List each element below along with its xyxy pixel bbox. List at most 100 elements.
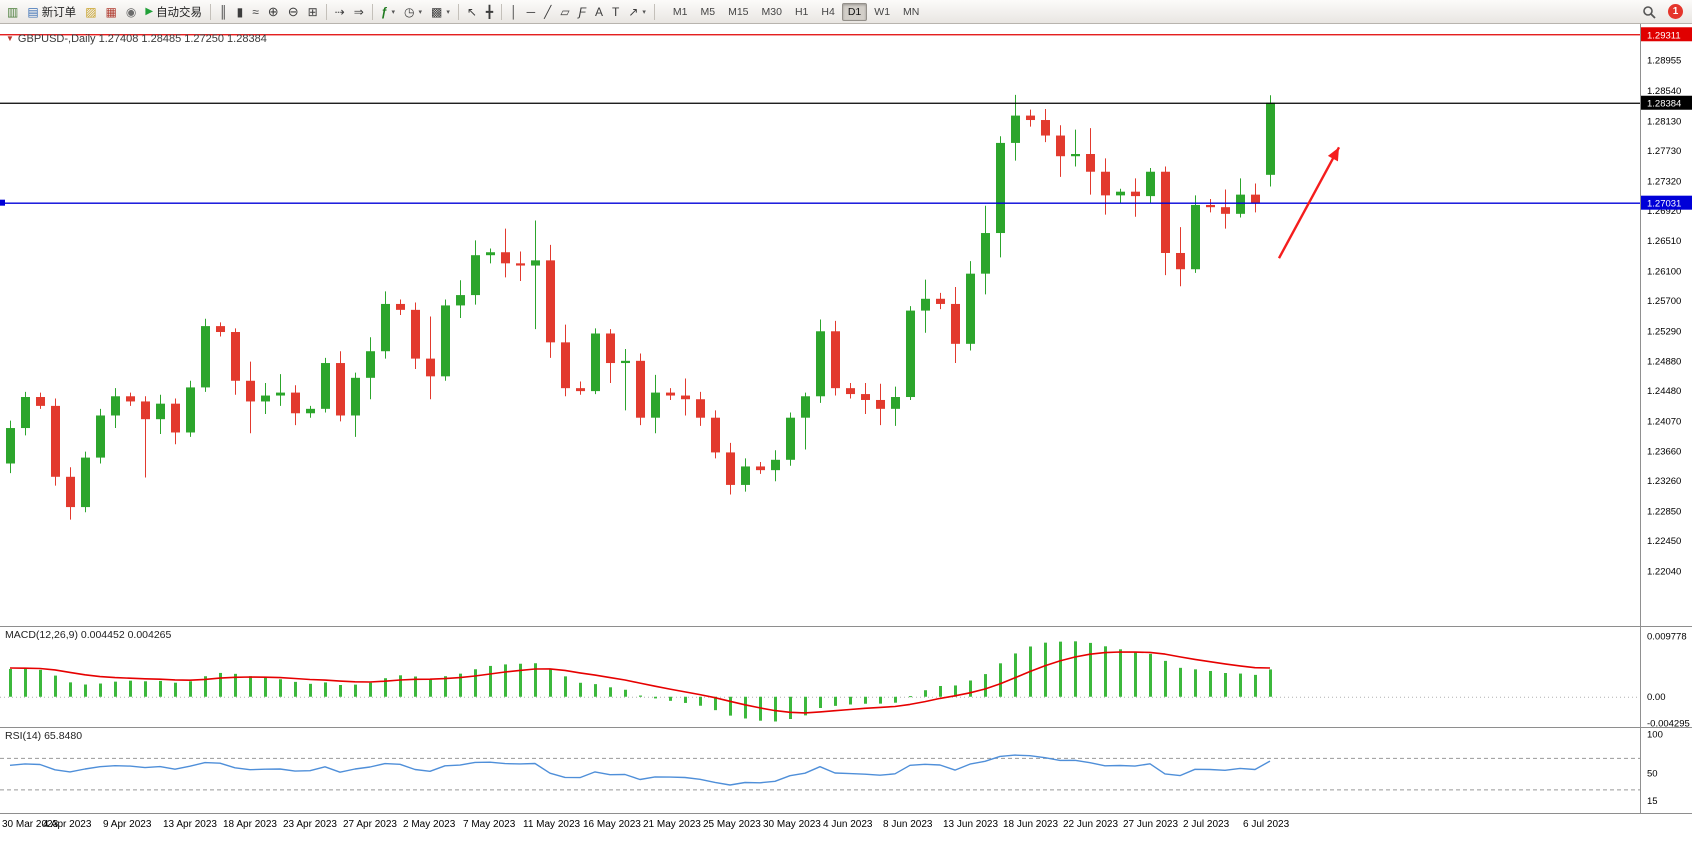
indicators-caret-icon: ▾: [391, 8, 395, 16]
time-axis-label: 27 Apr 2023: [343, 819, 397, 830]
price-chart-canvas[interactable]: 1.28955 1.28540 1.28130 1.27730 1.27320 1.269…: [0, 24, 1692, 626]
timeframe-button-h1[interactable]: H1: [789, 3, 814, 21]
arrows-button[interactable]: ↗ ▾: [624, 2, 650, 22]
macd-chart-canvas[interactable]: 0.009778 0.00 -0.004295: [0, 627, 1692, 727]
timeframe-button-mn[interactable]: MN: [897, 3, 925, 21]
web-community-button[interactable]: ◉: [122, 2, 140, 22]
svg-text:1.28130: 1.28130: [1647, 117, 1681, 128]
time-axis-label: 4 Jun 2023: [823, 819, 873, 830]
metaeditor-icon: ▨: [85, 4, 97, 19]
svg-text:1.29311: 1.29311: [1647, 30, 1681, 41]
time-axis-label: 22 Jun 2023: [1063, 819, 1119, 830]
time-axis-label: 23 Apr 2023: [283, 819, 337, 830]
auto-scroll-icon: ⇢: [334, 4, 345, 19]
zoom-out-button[interactable]: ⊖: [284, 2, 303, 22]
chart-window: 1.28955 1.28540 1.28130 1.27730 1.27320 1.269…: [0, 24, 1692, 845]
price-scale[interactable]: [1640, 24, 1692, 626]
macd-pane: 0.009778 0.00 -0.004295 MACD(12,26,9) 0.00…: [0, 627, 1692, 728]
time-axis-label: 25 May 2023: [703, 819, 761, 830]
toolbar-separator: [457, 3, 459, 20]
vertical-line-button[interactable]: │: [506, 2, 522, 22]
rsi-chart-canvas[interactable]: 100 50 15: [0, 728, 1692, 813]
time-axis-label: 18 Apr 2023: [223, 819, 277, 830]
time-axis-label: 13 Apr 2023: [163, 819, 217, 830]
templates-button[interactable]: ▩ ▾: [427, 2, 454, 22]
time-axis-label: 4 Apr 2023: [43, 819, 92, 830]
toolbar-separator: [210, 3, 212, 20]
auto-trading-label: 自动交易: [156, 6, 203, 19]
vertical-line-icon: │: [510, 4, 518, 19]
text-label-icon: T: [611, 4, 620, 19]
time-axis[interactable]: 30 Mar 2023 4 Apr 2023 9 Apr 2023 13 Apr 20…: [0, 814, 1692, 845]
svg-text:-0.004295: -0.004295: [1647, 718, 1690, 727]
timeframe-button-m30[interactable]: M30: [756, 3, 788, 21]
trendline-button[interactable]: ╱: [540, 2, 555, 22]
time-axis-label: 11 May 2023: [523, 819, 581, 830]
new-order-button[interactable]: ▤ 新订单: [23, 2, 80, 22]
new-chart-button[interactable]: ▥: [3, 2, 22, 22]
chart-title-text: GBPUSD-,Daily 1.27408 1.28485 1.27250 1.…: [17, 33, 267, 45]
timeframe-button-w1[interactable]: W1: [868, 3, 896, 21]
equidistant-channel-button[interactable]: ▱: [556, 2, 573, 22]
crosshair-button[interactable]: ╋: [482, 2, 497, 22]
auto-scroll-button[interactable]: ⇢: [331, 2, 349, 22]
text-label-button[interactable]: T: [608, 2, 623, 22]
svg-text:1.24070: 1.24070: [1647, 416, 1681, 427]
chart-title: ▼ GBPUSD-,Daily 1.27408 1.28485 1.27250 …: [6, 33, 267, 45]
main-toolbar: ▥ ▤ 新订单 ▨ ▦ ◉ ▶ 自动交易 ║ ▮ ≈ ⊕ ⊖ ⊞ ⇢ ⇒ ƒ ▾ ◷ ▾ ▩ ▾ ↖ ╋ │ ─ ╱ ▱ Ƒ A T ↗ ▾ M…: [0, 0, 1692, 24]
cursor-icon: ↖: [466, 4, 477, 19]
fibonacci-button[interactable]: Ƒ: [575, 2, 590, 22]
svg-text:1.25290: 1.25290: [1647, 326, 1681, 337]
timeframe-toolbar: M1 M5 M15 M30 H1 H4 D1 W1 MN: [667, 2, 925, 21]
svg-text:100: 100: [1647, 729, 1663, 740]
timeframe-button-d1[interactable]: D1: [841, 2, 868, 21]
equidistant-channel-icon: ▱: [560, 4, 570, 19]
periods-button[interactable]: ◷ ▾: [400, 2, 426, 22]
price-pane: 1.28955 1.28540 1.28130 1.27730 1.27320 1.269…: [0, 24, 1692, 627]
svg-text:50: 50: [1647, 769, 1658, 780]
timeframe-button-h4[interactable]: H4: [815, 3, 840, 21]
timeframe-button-m15[interactable]: M15: [722, 3, 754, 21]
new-order-icon: ▤: [27, 4, 39, 19]
new-order-label: 新订单: [41, 6, 77, 19]
toolbar-separator: [653, 3, 655, 20]
svg-text:1.27031: 1.27031: [1647, 199, 1681, 210]
toolbar-right-group: 1: [1638, 2, 1689, 22]
svg-text:15: 15: [1647, 796, 1658, 807]
notification-badge[interactable]: 1: [1668, 4, 1683, 19]
indicators-button[interactable]: ƒ ▾: [377, 2, 399, 22]
market-watch-icon: ▦: [105, 4, 117, 19]
rsi-label: RSI(14) 65.8480: [5, 730, 83, 742]
svg-text:1.24480: 1.24480: [1647, 386, 1681, 397]
line-chart-icon: ≈: [252, 4, 259, 19]
time-axis-label: 18 Jun 2023: [1003, 819, 1059, 830]
bar-chart-button[interactable]: ║: [215, 2, 232, 22]
line-chart-button[interactable]: ≈: [248, 2, 263, 22]
timeframe-button-m5[interactable]: M5: [695, 3, 722, 21]
timeframe-button-m1[interactable]: M1: [667, 3, 694, 21]
svg-text:1.28955: 1.28955: [1647, 56, 1681, 67]
time-axis-label: 30 May 2023: [763, 819, 821, 830]
svg-text:0.00: 0.00: [1647, 692, 1666, 703]
auto-trading-button[interactable]: ▶ 自动交易: [141, 2, 206, 22]
metaeditor-button[interactable]: ▨: [81, 2, 100, 22]
time-axis-label: 2 Jul 2023: [1183, 819, 1230, 830]
cursor-button[interactable]: ↖: [463, 2, 481, 22]
market-watch-button[interactable]: ▦: [102, 2, 121, 22]
horizontal-line-icon: ─: [526, 4, 536, 19]
chart-shift-button[interactable]: ⇒: [350, 2, 368, 22]
time-axis-label: 27 Jun 2023: [1123, 819, 1179, 830]
zoom-in-button[interactable]: ⊕: [264, 2, 283, 22]
candlestick-chart-button[interactable]: ▮: [233, 2, 248, 22]
text-button[interactable]: A: [591, 2, 607, 22]
toolbar-separator: [501, 3, 503, 20]
new-chart-icon: ▥: [7, 4, 19, 19]
search-button[interactable]: [1638, 2, 1660, 22]
templates-caret-icon: ▾: [446, 8, 450, 16]
svg-text:1.28384: 1.28384: [1647, 99, 1681, 110]
candlestick-chart-icon: ▮: [236, 4, 244, 19]
trendline-icon: ╱: [544, 4, 552, 19]
tile-windows-button[interactable]: ⊞: [304, 2, 322, 22]
svg-text:1.28540: 1.28540: [1647, 86, 1681, 97]
horizontal-line-button[interactable]: ─: [523, 2, 540, 22]
